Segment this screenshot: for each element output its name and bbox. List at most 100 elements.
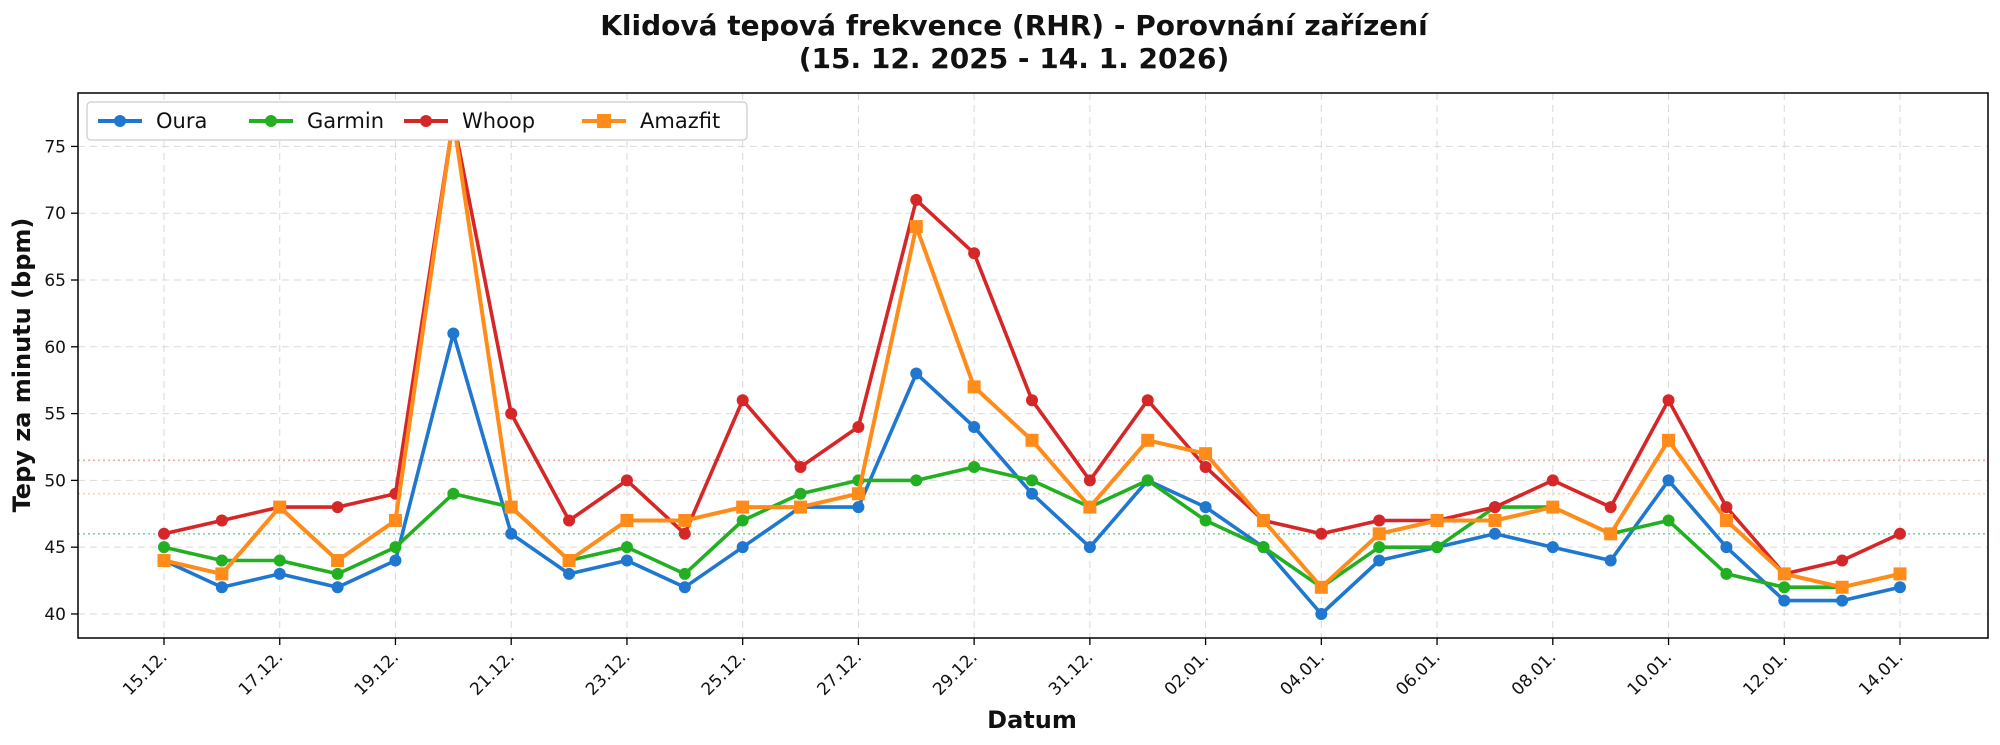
data-point-whoop (1488, 501, 1501, 514)
y-tick-label: 75 (44, 137, 66, 157)
data-point-oura (215, 581, 228, 594)
y-tick-label: 70 (44, 204, 66, 224)
data-point-whoop (1662, 394, 1675, 407)
data-point-oura (1026, 487, 1038, 500)
data-point-amazfit (794, 500, 808, 514)
data-point-whoop (852, 420, 865, 433)
data-point-whoop (1199, 461, 1212, 474)
data-point-amazfit (1604, 527, 1618, 541)
data-point-whoop (1141, 394, 1154, 407)
data-point-garmin (968, 461, 981, 474)
data-point-garmin (273, 554, 286, 567)
data-point-oura (331, 581, 344, 594)
data-point-whoop (678, 527, 691, 540)
data-point-oura (1836, 594, 1849, 607)
data-point-oura (1894, 581, 1906, 594)
data-point-amazfit (1777, 567, 1791, 581)
data-point-amazfit (331, 554, 345, 568)
data-point-whoop (620, 474, 633, 487)
data-point-whoop (1604, 501, 1617, 514)
data-point-garmin (620, 541, 633, 554)
data-point-amazfit (1372, 527, 1386, 541)
axis-layer: 40 45 50 55 60 65 70 75 15.12. 17.12. 19.12. 21.12.… (44, 137, 1907, 699)
data-point-garmin (1431, 541, 1444, 554)
data-point-amazfit (1662, 433, 1676, 447)
data-point-garmin (158, 541, 170, 554)
data-point-amazfit (678, 513, 692, 527)
data-point-whoop (1083, 474, 1096, 487)
data-point-amazfit (1141, 433, 1155, 447)
data-point-amazfit (967, 380, 981, 394)
x-tick-label: 02.01. (1161, 647, 1213, 699)
data-point-garmin (1373, 541, 1386, 554)
data-point-garmin (678, 567, 691, 580)
legend-marker-amazfit (597, 114, 611, 128)
data-point-amazfit (157, 554, 171, 568)
data-point-amazfit (215, 567, 229, 581)
data-point-whoop (563, 514, 576, 527)
x-tick-label: 23.12. (582, 647, 634, 699)
data-point-whoop (1720, 501, 1733, 514)
data-point-whoop (1373, 514, 1386, 527)
x-axis-label: Datum (987, 706, 1077, 734)
data-point-oura (910, 367, 923, 380)
data-point-oura (273, 567, 286, 580)
series-layer (157, 113, 1907, 620)
data-point-whoop (1315, 527, 1328, 540)
data-point-amazfit (736, 500, 750, 514)
series-line-amazfit (162, 117, 1902, 590)
data-point-oura (1604, 554, 1617, 567)
x-tick-label: 31.12. (1045, 647, 1097, 699)
data-point-oura (1546, 541, 1559, 554)
data-point-garmin (1257, 541, 1270, 554)
data-point-whoop (1026, 394, 1038, 407)
series-line-oura (162, 331, 1902, 616)
x-tick-label: 21.12. (466, 647, 518, 699)
data-point-whoop (158, 527, 170, 540)
data-point-oura (389, 554, 402, 567)
y-axis-label: Tepy za minutu (bpm) (8, 218, 36, 513)
data-point-oura (1199, 501, 1212, 514)
data-point-garmin (447, 487, 460, 500)
data-point-garmin (1199, 514, 1212, 527)
data-point-garmin (1778, 581, 1791, 594)
legend-label-oura: Oura (156, 109, 207, 133)
data-point-whoop (736, 394, 749, 407)
data-point-oura (736, 541, 749, 554)
data-point-amazfit (909, 220, 923, 234)
data-point-amazfit (1025, 433, 1039, 447)
data-point-amazfit (1430, 513, 1444, 527)
data-point-amazfit (388, 513, 402, 527)
y-tick-label: 55 (44, 405, 66, 425)
x-tick-label: 29.12. (929, 647, 981, 699)
chart-title-line1: Klidová tepová frekvence (RHR) - Porovná… (600, 9, 1429, 42)
data-point-oura (852, 501, 865, 514)
data-point-amazfit (1488, 513, 1502, 527)
data-point-oura (620, 554, 633, 567)
legend-marker-oura (114, 115, 126, 127)
x-tick-label: 06.01. (1392, 647, 1444, 699)
grid-layer (78, 93, 1988, 638)
data-point-whoop (331, 501, 344, 514)
y-tick-label: 40 (44, 605, 66, 625)
data-point-oura (447, 327, 460, 340)
data-point-garmin (215, 554, 228, 567)
legend: Oura Garmin Whoop Amazfit (86, 101, 748, 141)
y-tick-label: 65 (44, 271, 66, 291)
legend-label-whoop: Whoop (462, 109, 535, 133)
x-tick-label: 25.12. (698, 647, 750, 699)
x-tick-label: 27.12. (814, 647, 866, 699)
data-point-oura (1083, 541, 1096, 554)
data-point-amazfit (1256, 513, 1270, 527)
x-tick-label: 17.12. (235, 647, 287, 699)
data-point-oura (563, 567, 576, 580)
legend-marker-whoop (420, 115, 432, 127)
legend-label-amazfit: Amazfit (640, 109, 720, 133)
data-point-garmin (736, 514, 749, 527)
legend-marker-garmin (265, 115, 277, 127)
plot-frame (77, 92, 1989, 639)
data-point-oura (505, 527, 518, 540)
data-point-whoop (215, 514, 228, 527)
x-tick-label: 14.01. (1855, 647, 1907, 699)
data-point-whoop (910, 193, 923, 206)
